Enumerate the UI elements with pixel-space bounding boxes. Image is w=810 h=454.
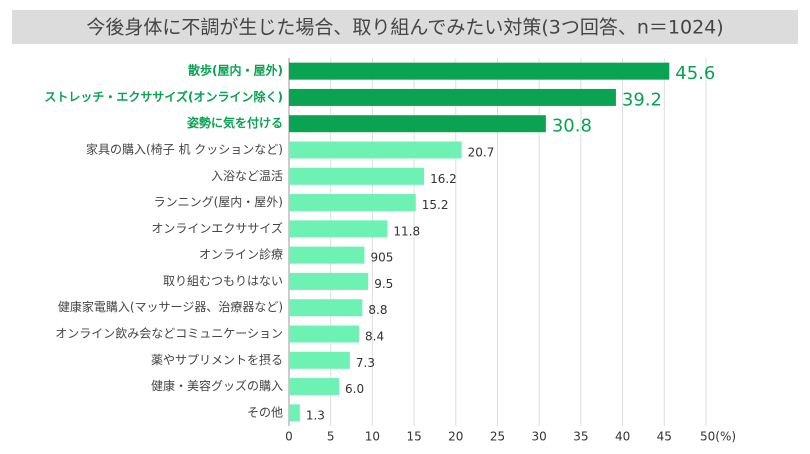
value-label: 11.8 bbox=[393, 224, 420, 238]
value-label: 20.7 bbox=[468, 146, 495, 160]
value-label: 45.6 bbox=[675, 63, 715, 84]
bar bbox=[289, 88, 616, 106]
x-tick-label: 15 bbox=[406, 430, 421, 444]
y-tick-label: 姿勢に気を付ける bbox=[187, 115, 283, 130]
bar bbox=[289, 404, 300, 422]
y-tick-label: その他 bbox=[247, 405, 283, 419]
bar bbox=[289, 167, 425, 185]
bar bbox=[289, 351, 350, 369]
y-tick-label: ストレッチ・エクササイズ(オンライン除く) bbox=[44, 89, 283, 104]
value-label: 8.4 bbox=[365, 330, 384, 344]
value-label: 39.2 bbox=[622, 89, 662, 110]
y-tick-label: 散歩(屋内・屋外) bbox=[188, 63, 283, 78]
value-label: 15.2 bbox=[422, 198, 449, 212]
bar bbox=[289, 325, 360, 343]
x-tick-label: 50(%) bbox=[700, 430, 736, 444]
y-tick-label: 入浴など温活 bbox=[211, 169, 283, 183]
bar bbox=[289, 299, 363, 317]
bar bbox=[289, 194, 416, 212]
bar bbox=[289, 62, 670, 80]
value-label: 9.5 bbox=[374, 277, 393, 291]
y-tick-label: ランニング(屋内・屋外) bbox=[154, 195, 283, 209]
bar bbox=[289, 378, 340, 396]
y-tick-label: オンラインエクササイズ bbox=[151, 220, 283, 235]
x-tick-label: 45 bbox=[657, 430, 672, 444]
value-label: 7.3 bbox=[356, 356, 375, 370]
bar bbox=[289, 246, 365, 264]
x-tick-label: 30 bbox=[532, 430, 547, 444]
y-tick-label: 健康・美容グッズの購入 bbox=[151, 378, 283, 393]
x-tick-label: 10 bbox=[365, 430, 380, 444]
y-tick-label: オンライン飲み会などコミュニケーション bbox=[55, 326, 283, 341]
value-label: 6.0 bbox=[345, 382, 364, 396]
x-tick-label: 20 bbox=[448, 430, 463, 444]
chart-title: 今後身体に不調が生じた場合、取り組んでみたい対策(3つ回答、n＝1024) bbox=[86, 17, 723, 39]
title-background bbox=[12, 10, 798, 44]
y-tick-label: 家具の購入(椅子 机 クッションなど) bbox=[86, 142, 283, 157]
y-tick-label: 薬やサプリメントを摂る bbox=[151, 352, 283, 367]
value-label: 16.2 bbox=[430, 172, 457, 186]
bar bbox=[289, 220, 388, 238]
bar bbox=[289, 115, 546, 133]
x-tick-label: 25 bbox=[490, 430, 505, 444]
x-tick-label: 40 bbox=[615, 430, 630, 444]
y-tick-label: オンライン診療 bbox=[199, 247, 283, 262]
bar bbox=[289, 141, 462, 159]
x-tick-label: 35 bbox=[573, 430, 588, 444]
y-tick-label: 健康家電購入(マッサージ器、治療器など) bbox=[58, 299, 283, 314]
bar bbox=[289, 272, 369, 290]
x-tick-label: 5 bbox=[327, 430, 335, 444]
value-label: 905 bbox=[370, 251, 393, 265]
value-label: 30.8 bbox=[552, 116, 592, 137]
value-label: 1.3 bbox=[306, 408, 325, 422]
x-tick-label: 0 bbox=[285, 430, 293, 444]
value-label: 8.8 bbox=[368, 303, 387, 317]
y-tick-label: 取り組むつもりはない bbox=[163, 274, 283, 288]
